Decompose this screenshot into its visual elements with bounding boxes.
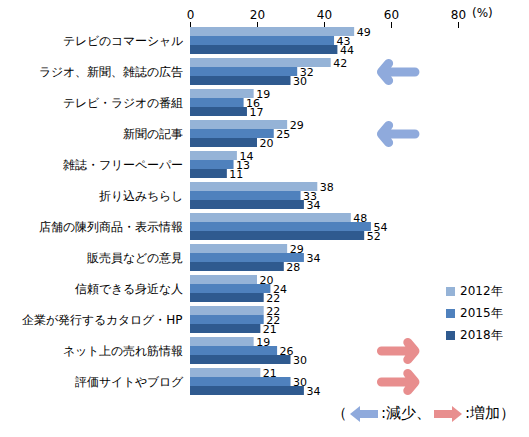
svg-text:19: 19 xyxy=(256,87,271,101)
svg-text:店舗の陳列商品・表示情報: 店舗の陳列商品・表示情報 xyxy=(39,220,183,234)
svg-text:21: 21 xyxy=(263,367,277,380)
svg-text:80: 80 xyxy=(451,8,466,22)
html-text::減少、: :減少、 xyxy=(380,404,431,422)
svg-text:29: 29 xyxy=(290,119,304,132)
svg-text:34: 34 xyxy=(306,385,320,398)
svg-text:評価サイトやブログ: 評価サイトやブログ xyxy=(75,375,184,389)
svg-text:ラジオ、新聞、雑誌の広告: ラジオ、新聞、雑誌の広告 xyxy=(39,65,183,79)
svg-text:折り込みちらし: 折り込みちらし xyxy=(99,189,183,203)
svg-text:30: 30 xyxy=(293,75,307,88)
svg-text:企業が発行するカタログ・HP: 企業が発行するカタログ・HP xyxy=(22,313,182,327)
svg-text:44: 44 xyxy=(340,44,354,57)
html-text:2015年: 2015年 xyxy=(460,306,503,320)
html-text:2018年: 2018年 xyxy=(460,328,503,342)
svg-text:43: 43 xyxy=(336,34,351,48)
svg-text:49: 49 xyxy=(357,26,371,39)
svg-text:48: 48 xyxy=(353,212,367,225)
svg-text:30: 30 xyxy=(293,376,307,389)
svg-text:54: 54 xyxy=(373,220,388,234)
svg-text:0: 0 xyxy=(187,8,195,22)
svg-text:29: 29 xyxy=(290,243,304,256)
svg-text:38: 38 xyxy=(320,181,334,194)
svg-text:34: 34 xyxy=(306,199,320,212)
svg-text:25: 25 xyxy=(276,128,290,141)
svg-text:34: 34 xyxy=(306,252,320,265)
svg-text:40: 40 xyxy=(317,8,332,22)
svg-text:24: 24 xyxy=(272,282,287,296)
svg-text:20: 20 xyxy=(260,137,274,150)
svg-text:14: 14 xyxy=(239,149,254,163)
svg-text:52: 52 xyxy=(367,230,381,243)
svg-text:19: 19 xyxy=(256,336,270,349)
svg-text:32: 32 xyxy=(299,65,314,79)
svg-text:28: 28 xyxy=(286,261,300,274)
svg-text:60: 60 xyxy=(384,8,399,22)
html-text:2012年: 2012年 xyxy=(460,284,503,298)
svg-text:17: 17 xyxy=(249,106,263,119)
svg-text:テレビのコマーシャル: テレビのコマーシャル xyxy=(63,34,183,48)
svg-text:雑誌・フリーペーパー: 雑誌・フリーペーパー xyxy=(63,158,183,172)
svg-text:42: 42 xyxy=(333,57,347,70)
svg-text:30: 30 xyxy=(293,354,307,367)
svg-text:16: 16 xyxy=(246,96,261,110)
svg-text:ネット上の売れ筋情報: ネット上の売れ筋情報 xyxy=(63,344,183,358)
svg-text:20: 20 xyxy=(250,8,265,22)
svg-text:信頼できる身近な人: 信頼できる身近な人 xyxy=(75,282,183,296)
svg-text:21: 21 xyxy=(263,323,277,336)
svg-text:新聞の記事: 新聞の記事 xyxy=(123,127,183,141)
svg-text:22: 22 xyxy=(266,292,280,305)
svg-text:22: 22 xyxy=(266,304,281,318)
svg-text:13: 13 xyxy=(236,158,251,172)
svg-text:22: 22 xyxy=(266,313,281,327)
svg-text:テレビ・ラジオの番組: テレビ・ラジオの番組 xyxy=(63,96,183,110)
svg-text:26: 26 xyxy=(280,345,294,358)
svg-text:販売員などの意見: 販売員などの意見 xyxy=(87,251,183,265)
svg-text:11: 11 xyxy=(229,168,243,181)
svg-text:33: 33 xyxy=(303,189,317,203)
svg-text:20: 20 xyxy=(260,274,274,287)
html-text::増加）: :増加） xyxy=(464,404,515,422)
